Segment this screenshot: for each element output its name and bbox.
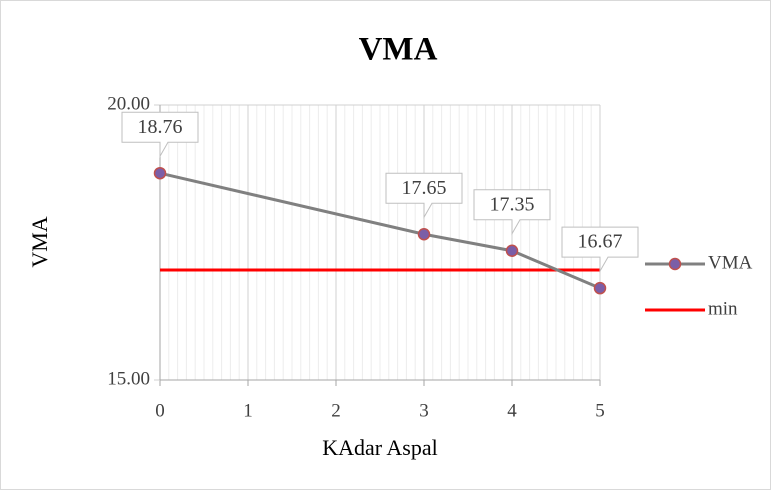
x-tick-label: 0 (155, 400, 165, 421)
legend-marker (668, 257, 682, 271)
marker (153, 166, 167, 180)
marker (417, 228, 431, 241)
x-axis-label: KAdar Aspal (322, 435, 437, 460)
x-tick-label: 5 (595, 400, 605, 421)
y-tick-label: 20.00 (107, 93, 150, 114)
data-label-box (561, 226, 639, 274)
legend-label: min (708, 298, 738, 319)
data-label-box (385, 172, 463, 220)
legend-label: VMA (708, 252, 753, 273)
chart-title: VMA (359, 32, 438, 68)
x-tick-label: 4 (507, 400, 517, 421)
data-label-box (121, 111, 199, 159)
data-label: 17.35 (490, 193, 535, 215)
marker (593, 281, 607, 295)
x-tick-label: 3 (419, 400, 429, 421)
y-tick-label: 15.00 (107, 368, 150, 389)
data-label: 16.67 (578, 231, 623, 253)
y-axis-label: VMA (27, 216, 52, 267)
x-tick-label: 2 (331, 400, 341, 421)
series-line (159, 171, 601, 290)
marker (505, 244, 519, 257)
data-label: 17.65 (402, 177, 447, 199)
data-label: 18.76 (138, 116, 183, 138)
x-tick-label: 1 (243, 400, 253, 421)
data-label-box (473, 189, 551, 236)
